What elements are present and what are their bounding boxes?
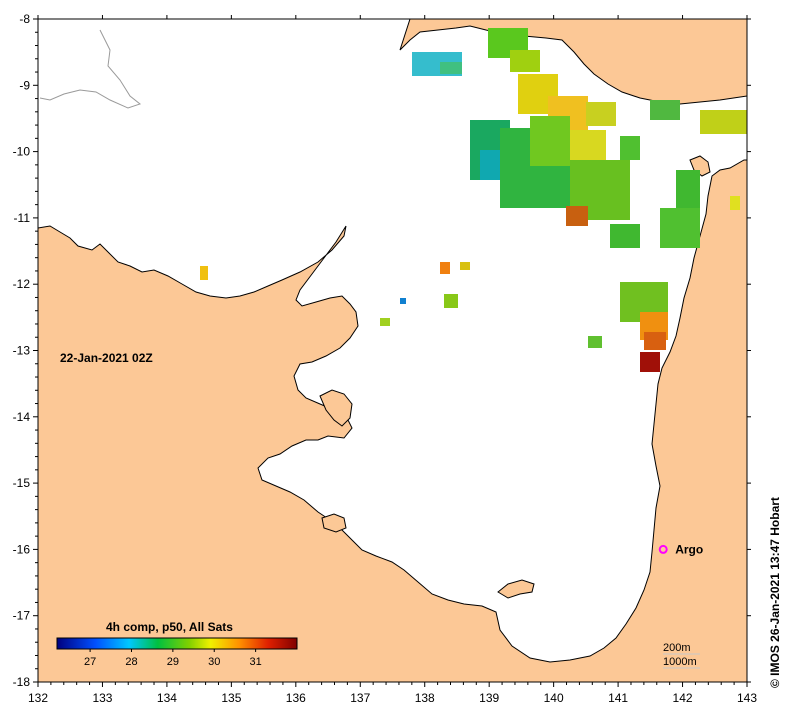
x-tick-label: 140 xyxy=(544,691,564,705)
x-tick-label: 136 xyxy=(286,691,306,705)
sst-patch xyxy=(566,206,588,226)
sst-patch xyxy=(640,352,660,372)
groote-eylandt xyxy=(319,389,353,427)
y-tick-label: -8 xyxy=(19,12,30,26)
y-tick-label: -11 xyxy=(14,211,31,225)
new-guinea-land xyxy=(399,19,747,105)
colorbar-ticks: 27 28 29 30 31 xyxy=(84,649,262,668)
y-tick-label: -16 xyxy=(13,542,31,556)
northern-territory-land xyxy=(38,159,747,682)
colorbar-tick-label: 31 xyxy=(249,656,261,668)
island-outline xyxy=(39,29,142,109)
y-tick-label: -13 xyxy=(13,344,31,358)
x-tick-label: 141 xyxy=(608,691,628,705)
sst-patch xyxy=(440,262,450,274)
colorbar-tick-label: 28 xyxy=(125,656,137,668)
sst-patch xyxy=(570,130,606,160)
x-tick-label: 137 xyxy=(350,691,370,705)
x-axis: 132 133 134 135 136 137 138 139 140 141 142 143 xyxy=(28,15,757,705)
argo-marker[interactable]: Argo xyxy=(658,542,704,556)
sst-patch xyxy=(660,208,700,248)
sst-patch xyxy=(444,294,458,308)
colorbar-tick-label: 29 xyxy=(167,656,179,668)
sst-patch xyxy=(644,332,666,350)
colorbar-tick-label: 27 xyxy=(84,656,96,668)
sst-patch xyxy=(610,224,640,248)
x-tick-label: 134 xyxy=(157,691,177,705)
sst-patch xyxy=(700,110,747,134)
y-tick-label: -12 xyxy=(13,277,31,291)
mornington-island xyxy=(497,579,535,599)
y-tick-label: -18 xyxy=(13,675,31,689)
sst-patch xyxy=(460,262,470,270)
date-label: 22-Jan-2021 02Z xyxy=(60,351,153,365)
colorbar-title: 4h comp, p50, All Sats xyxy=(106,620,233,634)
sst-data-layer xyxy=(200,28,747,372)
argo-label: Argo xyxy=(675,542,703,556)
colorbar-gradient xyxy=(56,637,298,650)
vanderlin-island xyxy=(321,513,347,533)
x-tick-label: 142 xyxy=(673,691,693,705)
y-tick-label: -10 xyxy=(13,145,31,159)
sst-patch xyxy=(650,100,680,120)
sst-patch xyxy=(586,102,616,126)
x-tick-label: 135 xyxy=(221,691,241,705)
y-tick-label: -17 xyxy=(13,609,31,623)
sst-patch xyxy=(380,318,390,326)
sst-patch xyxy=(620,136,640,160)
sst-patch xyxy=(510,50,540,72)
depth-contour-1000: 1000m xyxy=(663,656,697,668)
x-tick-label: 132 xyxy=(28,691,48,705)
sst-patch xyxy=(440,62,462,74)
y-axis: -8 -9 -10 -11 -12 -13 -14 -15 -16 -17 -18 xyxy=(13,12,751,689)
sst-patch xyxy=(530,116,570,166)
sst-patch xyxy=(200,266,208,280)
colorbar-tick-label: 30 xyxy=(208,656,220,668)
y-tick-label: -9 xyxy=(19,78,30,92)
y-tick-label: -14 xyxy=(13,410,31,424)
colorbar: 4h comp, p50, All Sats 27 28 29 30 31 xyxy=(56,620,298,668)
sst-patch xyxy=(676,170,700,210)
x-tick-label: 139 xyxy=(479,691,499,705)
land-layer xyxy=(38,19,747,682)
sst-patch xyxy=(730,196,740,210)
sst-patch xyxy=(588,336,602,348)
x-tick-label: 133 xyxy=(92,691,112,705)
x-tick-label: 143 xyxy=(737,691,757,705)
y-tick-label: -15 xyxy=(13,476,31,490)
sst-patch xyxy=(400,298,406,304)
argo-float-icon[interactable] xyxy=(658,544,668,554)
depth-contour-200: 200m xyxy=(663,642,691,654)
x-tick-label: 138 xyxy=(415,691,435,705)
credit-label: © IMOS 26-Jan-2021 13:47 Hobart xyxy=(768,497,782,688)
